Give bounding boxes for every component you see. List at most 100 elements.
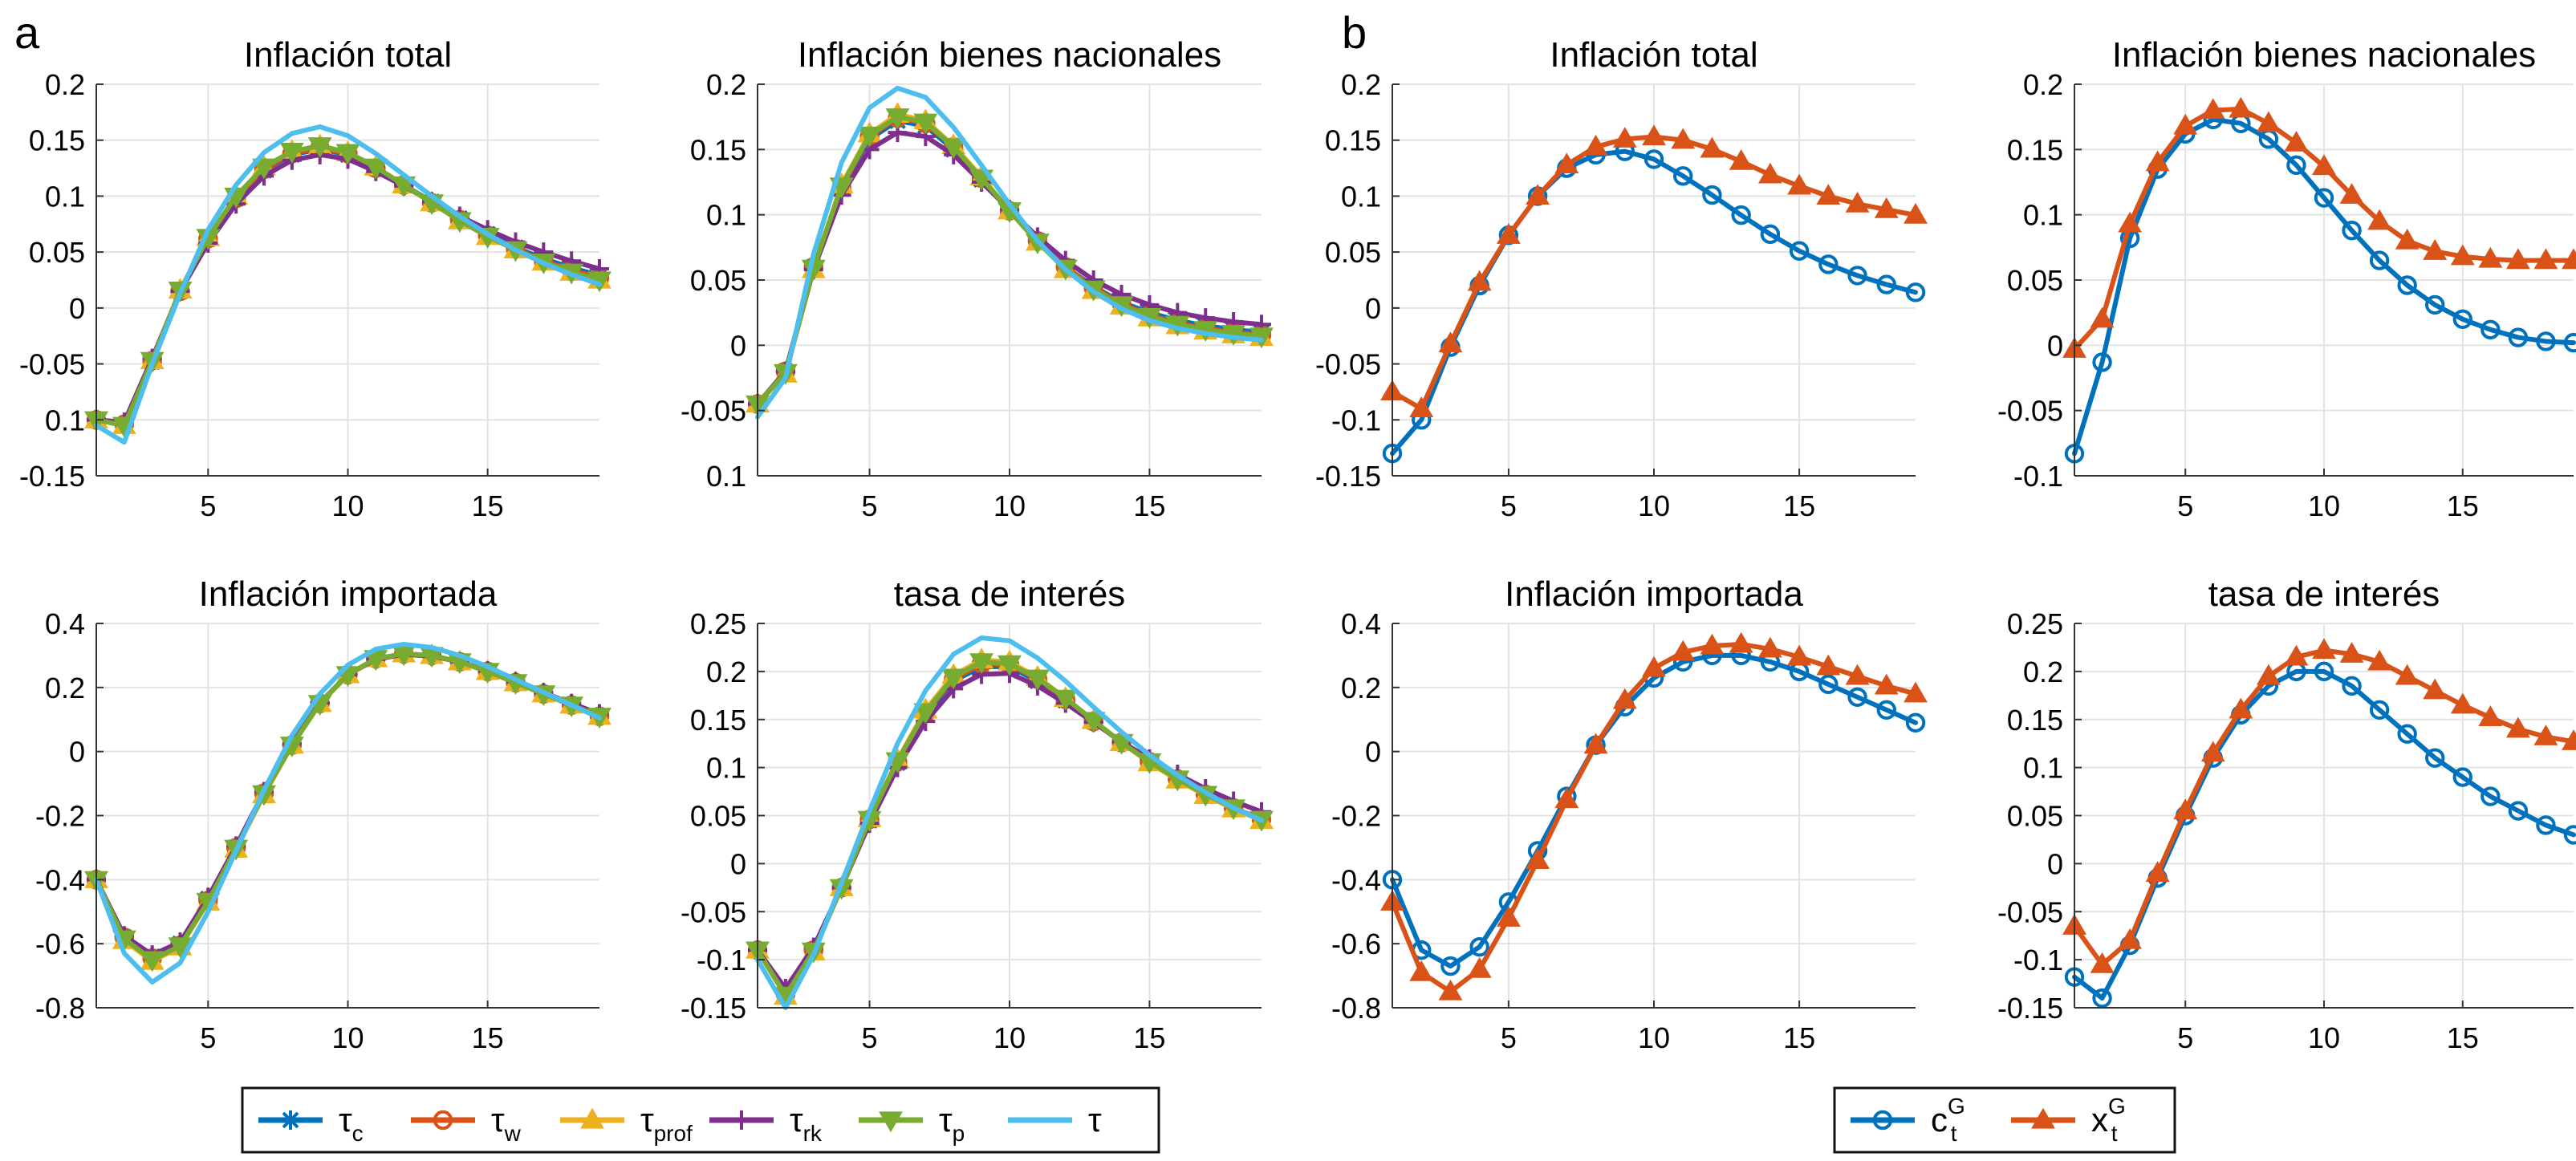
y-tick-label: 0.15: [2007, 704, 2063, 737]
chart-title: Inflación importada: [1505, 574, 1803, 614]
y-tick-label: -0.2: [1331, 800, 1381, 833]
legend-swatch-marker: [2031, 1107, 2055, 1129]
data-point: [1845, 191, 1870, 213]
legend-a: τc τw τprof τrk τp τ: [241, 1086, 1160, 1154]
data-point: [2563, 332, 2576, 353]
data-point: [1469, 936, 1489, 957]
data-point: [1673, 166, 1693, 186]
data-point: [1467, 270, 1492, 291]
legend-entry: τc: [258, 1101, 364, 1146]
data-point: [2395, 664, 2420, 685]
data-point: [2173, 798, 2198, 820]
data-point: [2505, 716, 2530, 738]
y-tick-label: 0.4: [45, 607, 85, 640]
series-line: [94, 641, 602, 985]
data-point: [2481, 319, 2501, 340]
data-point: [2090, 952, 2115, 973]
data-point: [885, 108, 910, 129]
legend-entry: τrk: [709, 1101, 823, 1146]
y-tick-label: 0.1: [2023, 199, 2063, 232]
series-line: [1390, 652, 1918, 969]
x-tick-label: 5: [200, 1021, 216, 1054]
y-tick-label: -0.15: [1997, 992, 2063, 1025]
data-point: [1642, 656, 1666, 677]
data-point: [2092, 352, 2112, 372]
data-point: [2284, 131, 2309, 152]
data-point: [1554, 787, 1579, 809]
legend-entry: τw: [411, 1101, 522, 1146]
data-point: [1789, 241, 1810, 261]
y-tick-label: 0.05: [1325, 236, 1381, 269]
x-tick-label: 10: [331, 489, 364, 522]
y-tick-label: 0.4: [1341, 607, 1381, 640]
y-tick-label: -0.8: [1331, 992, 1381, 1025]
data-point: [1816, 184, 1841, 205]
data-point: [1787, 644, 1812, 666]
data-point: [2369, 700, 2390, 720]
data-point: [1612, 688, 1637, 709]
data-point: [2425, 748, 2445, 768]
y-tick-label: 0.15: [690, 133, 746, 166]
data-point: [2367, 209, 2392, 230]
data-point: [2395, 229, 2420, 250]
data-point: [364, 158, 388, 180]
data-point: [2563, 825, 2576, 845]
data-point: [2452, 767, 2472, 787]
x-tick-label: 15: [2447, 1021, 2479, 1054]
legend-entry: τp: [859, 1101, 965, 1146]
data-point: [2450, 692, 2475, 714]
y-tick-label: 0.2: [45, 672, 85, 704]
data-point: [2200, 98, 2225, 120]
y-tick-label: 0.1: [2023, 752, 2063, 785]
y-tick-label: -0.1: [697, 944, 746, 976]
x-tick-label: 10: [1638, 1021, 1670, 1054]
legend-label: τw: [491, 1101, 522, 1146]
data-point: [307, 137, 332, 158]
y-tick-label: 0.2: [2023, 68, 2063, 101]
data-point: [2423, 678, 2448, 700]
data-point: [1612, 127, 1637, 148]
legend-label: τ: [1088, 1101, 1102, 1139]
data-point: [1905, 712, 1926, 733]
data-point: [1644, 149, 1664, 169]
panel-label-a: a: [14, 7, 40, 58]
y-tick-label: -0.6: [1331, 928, 1381, 960]
data-point: [1760, 224, 1781, 245]
y-tick-label: 0.05: [2007, 264, 2063, 297]
legend-entry: τ: [1008, 1101, 1102, 1139]
data-point: [941, 138, 966, 160]
x-tick-label: 5: [1501, 489, 1517, 522]
series-2: [1380, 631, 1928, 1001]
series-2: [2062, 96, 2576, 358]
y-tick-label: 0.05: [690, 800, 746, 833]
data-point: [2562, 729, 2576, 750]
data-point: [1702, 185, 1722, 205]
data-point: [1583, 134, 1608, 156]
x-tick-label: 10: [2308, 1021, 2340, 1054]
data-point: [1700, 633, 1725, 655]
data-point: [969, 653, 994, 675]
y-tick-label: -0.05: [19, 348, 85, 381]
chart-title: Inflación importada: [199, 574, 498, 614]
data-point: [2312, 638, 2336, 660]
x-tick-label: 10: [331, 1021, 364, 1054]
data-point: [1081, 712, 1106, 733]
series-2: [2062, 638, 2576, 973]
y-tick-label: 0: [1365, 292, 1381, 325]
series-6: [94, 124, 602, 445]
data-point: [1757, 162, 1782, 184]
data-point: [2505, 248, 2530, 270]
data-point: [1905, 282, 1926, 302]
y-tick-label: -0.05: [1997, 895, 2063, 928]
y-tick-label: 0.15: [2007, 133, 2063, 166]
x-tick-label: 15: [472, 1021, 504, 1054]
x-tick-label: 15: [1133, 489, 1165, 522]
data-point: [2200, 741, 2225, 762]
data-point: [279, 143, 304, 164]
series-2: [1380, 124, 1928, 417]
legend-entry: τprof: [560, 1101, 693, 1146]
data-point: [1731, 205, 1751, 225]
series-line: [755, 635, 1264, 1010]
data-point: [1787, 173, 1812, 195]
data-point: [1526, 184, 1550, 205]
